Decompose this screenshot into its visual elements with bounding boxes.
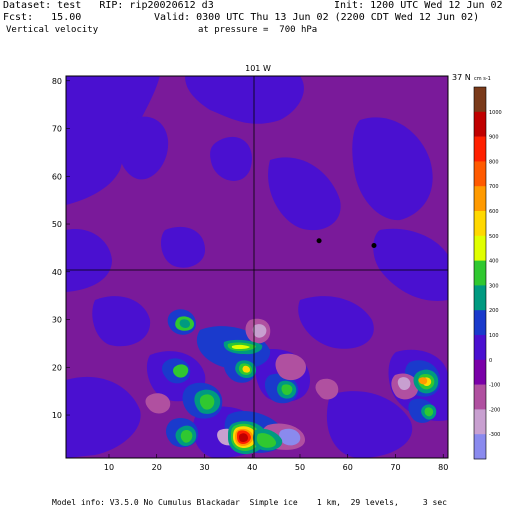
init-line: Init: 1200 UTC Wed 12 Jun 02 <box>334 0 503 11</box>
top-label: 101 W <box>245 64 271 73</box>
x-tick-label: 60 <box>343 463 353 472</box>
colorbar: 10009008007006005004003002001000-100-200… <box>473 86 502 460</box>
colorbar-label: 700 <box>489 184 499 190</box>
x-tick-label: 30 <box>199 463 209 472</box>
x-tick-label: 10 <box>104 463 114 472</box>
colorbar-label: 500 <box>489 234 499 240</box>
colorbar-label: 200 <box>489 308 499 314</box>
colorbar-segment <box>474 186 486 212</box>
model-info-footer: Model info: V3.5.0 No Cumulus Blackadar … <box>52 498 447 507</box>
colorbar-segment <box>474 335 486 361</box>
colorbar-segment <box>474 260 486 286</box>
y-tick-label: 50 <box>52 220 62 229</box>
colorbar-segment <box>474 434 486 460</box>
colorbar-label: -200 <box>489 407 500 413</box>
colorbar-segment <box>474 235 486 261</box>
shaded-field <box>66 76 448 458</box>
x-tick-label: 40 <box>247 463 257 472</box>
colorbar-label: 1000 <box>489 110 502 116</box>
colorbar-segment <box>474 136 486 162</box>
colorbar-label: 100 <box>489 333 499 339</box>
colorbar-label: 0 <box>489 358 492 364</box>
x-tick-label: 20 <box>152 463 162 472</box>
station-markers <box>316 238 377 249</box>
colorbar-segment <box>474 161 486 187</box>
y-tick-label: 30 <box>52 316 62 325</box>
colorbar-label: 300 <box>489 283 499 289</box>
field-line: Vertical velocity <box>6 25 99 35</box>
colorbar-frame <box>473 86 487 460</box>
colorbar-segment <box>474 310 486 336</box>
fcst-line: Fcst: 15.00 <box>3 12 82 23</box>
dataset-line: Dataset: test RIP: rip20020612 d3 <box>3 0 214 11</box>
colorbar-segment <box>474 384 486 410</box>
y-tick-label: 10 <box>52 411 62 420</box>
colorbar-label: 900 <box>489 135 499 141</box>
y-tick-label: 20 <box>52 363 62 372</box>
colorbar-segment <box>474 359 486 385</box>
station-dot <box>371 243 377 249</box>
y-tick-label: 40 <box>52 268 62 277</box>
colorbar-segment <box>474 285 486 311</box>
y-tick-label: 60 <box>52 172 62 181</box>
pressure-line: at pressure = 700 hPa <box>198 25 318 35</box>
colorbar-segment <box>474 211 486 237</box>
axis-ticks: 10 20 30 40 50 60 70 80 10 20 30 40 50 60 70 80 <box>52 77 449 472</box>
x-tick-label: 70 <box>390 463 400 472</box>
colorbar-unit: cm s-1 <box>474 76 491 82</box>
colorbar-segment <box>474 111 486 137</box>
x-tick-label: 80 <box>438 463 448 472</box>
colorbar-label: 600 <box>489 209 499 215</box>
x-tick-label: 50 <box>295 463 305 472</box>
y-tick-label: 70 <box>52 125 62 134</box>
colorbar-label: -100 <box>489 383 500 389</box>
colorbar-label: 400 <box>489 259 499 265</box>
station-dot <box>316 238 322 244</box>
colorbar-segment <box>474 409 486 435</box>
colorbar-label: -300 <box>489 432 500 438</box>
right-label: 37 N <box>452 73 471 82</box>
colorbar-label: 800 <box>489 159 499 165</box>
colorbar-segment <box>474 87 486 113</box>
plot-frame <box>65 75 449 459</box>
valid-line: Valid: 0300 UTC Thu 13 Jun 02 (2200 CDT … <box>154 12 480 23</box>
y-tick-label: 80 <box>52 77 62 86</box>
